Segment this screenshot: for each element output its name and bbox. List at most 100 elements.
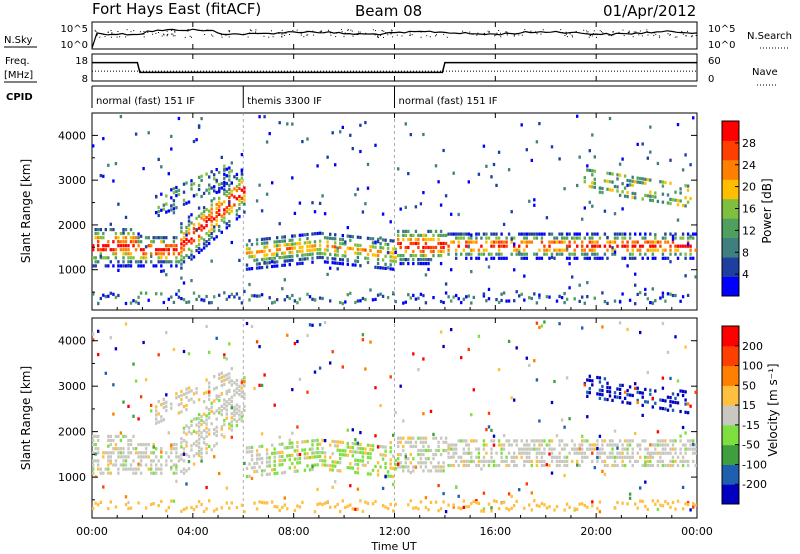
heatmap-cell xyxy=(636,176,639,180)
heatmap-cell xyxy=(568,240,571,244)
heatmap-cell xyxy=(392,433,395,437)
heatmap-cell xyxy=(139,234,143,238)
heatmap-cell xyxy=(160,248,163,252)
heatmap-cell xyxy=(334,163,337,167)
heatmap-cell xyxy=(634,459,637,463)
heatmap-cell xyxy=(197,429,201,433)
nsky-noise-dot xyxy=(691,36,693,38)
heatmap-cell xyxy=(636,180,639,184)
heatmap-cell xyxy=(439,254,443,258)
heatmap-cell xyxy=(180,398,183,402)
heatmap-cell xyxy=(573,240,576,244)
heatmap-cell xyxy=(563,301,566,305)
heatmap-cell xyxy=(689,252,692,256)
heatmap-cell xyxy=(223,208,226,212)
heatmap-cell xyxy=(616,443,619,447)
heatmap-cell xyxy=(326,463,329,467)
heatmap-cell xyxy=(535,459,539,463)
heatmap-cell xyxy=(626,443,629,447)
heatmap-cell xyxy=(591,169,594,173)
heatmap-cell xyxy=(228,201,231,205)
heatmap-cell xyxy=(470,301,473,305)
heatmap-cell xyxy=(288,458,291,462)
heatmap-cell xyxy=(540,459,544,463)
nsky-noise-dot xyxy=(524,29,526,31)
heatmap-cell xyxy=(618,193,622,197)
x-tick-label: 04:00 xyxy=(177,525,209,538)
heatmap-cell xyxy=(381,258,385,262)
nsky-noise-dot xyxy=(158,32,159,33)
nsky-noise-dot xyxy=(174,30,176,32)
heatmap-cell xyxy=(313,248,317,252)
heatmap-cell xyxy=(185,424,188,428)
heatmap-cell xyxy=(485,443,488,447)
heatmap-cell xyxy=(359,264,362,268)
heatmap-cell xyxy=(608,390,612,394)
heatmap-cell xyxy=(336,469,339,473)
heatmap-cell xyxy=(185,469,188,473)
colorbar-swatch xyxy=(722,385,739,406)
heatmap-cell xyxy=(659,503,662,507)
heatmap-cell xyxy=(598,392,602,396)
heatmap-cell xyxy=(122,451,125,455)
heatmap-cell xyxy=(661,236,665,240)
heatmap-cell xyxy=(308,248,312,252)
heatmap-cell xyxy=(208,390,211,394)
heatmap-cell xyxy=(641,395,644,399)
nsky-noise-dot xyxy=(685,35,687,37)
heatmap-cell xyxy=(170,467,173,471)
heatmap-cell xyxy=(152,240,155,244)
heatmap-cell xyxy=(346,504,349,508)
heatmap-cell xyxy=(611,463,614,468)
nsky-noise-dot xyxy=(667,33,669,35)
heatmap-cell xyxy=(634,283,637,287)
heatmap-cell xyxy=(409,453,412,457)
heatmap-cell xyxy=(654,389,657,393)
heatmap-cell xyxy=(407,503,410,507)
heatmap-cell xyxy=(424,237,428,242)
heatmap-cell xyxy=(172,499,176,503)
heatmap-cell xyxy=(225,357,228,361)
heatmap-cell xyxy=(228,295,231,299)
heatmap-cell xyxy=(117,260,120,264)
heatmap-cell xyxy=(558,463,561,468)
heatmap-cell xyxy=(155,409,158,413)
heatmap-cell xyxy=(437,444,440,448)
heatmap-cell xyxy=(376,249,380,253)
velocity-cells xyxy=(92,318,697,518)
heatmap-cell xyxy=(281,239,284,243)
heatmap-cell xyxy=(686,500,690,505)
heatmap-cell xyxy=(515,439,518,443)
heatmap-cell xyxy=(182,240,186,244)
heatmap-cell xyxy=(134,471,138,475)
heatmap-cell xyxy=(107,256,110,260)
heatmap-cell xyxy=(182,459,186,463)
heatmap-cell xyxy=(228,203,231,207)
heatmap-cell xyxy=(641,236,644,240)
heatmap-cell xyxy=(165,202,168,206)
heatmap-cell xyxy=(654,191,657,195)
heatmap-cell xyxy=(177,403,181,407)
heatmap-cell xyxy=(260,209,264,213)
heatmap-cell xyxy=(646,507,649,511)
heatmap-cell xyxy=(97,260,100,264)
heatmap-cell xyxy=(215,433,218,438)
heatmap-cell xyxy=(515,443,518,447)
heatmap-cell xyxy=(200,423,203,427)
heatmap-cell xyxy=(686,503,690,507)
heatmap-cell xyxy=(205,172,208,176)
heatmap-cell xyxy=(160,415,163,419)
heatmap-cell xyxy=(195,138,198,142)
heatmap-cell xyxy=(92,459,95,463)
heatmap-cell xyxy=(601,447,604,451)
heatmap-cell xyxy=(397,453,400,457)
heatmap-cell xyxy=(187,215,191,219)
heatmap-cell xyxy=(260,432,264,436)
nsky-noise-dot xyxy=(601,31,602,33)
heatmap-cell xyxy=(245,243,249,247)
heatmap-cell xyxy=(243,384,246,388)
heatmap-cell xyxy=(129,252,133,256)
heatmap-cell xyxy=(228,372,231,376)
